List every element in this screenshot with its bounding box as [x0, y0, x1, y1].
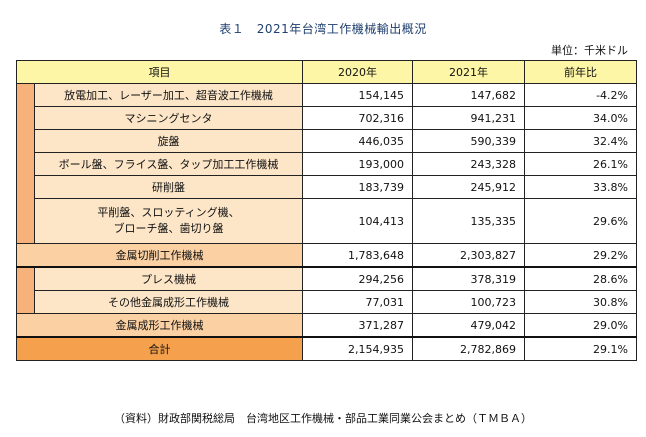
table-row: プレス機械 294,256 378,319 28.6% [16, 266, 637, 314]
value-2021: 147,682 [412, 83, 525, 107]
row-label: 研削盤 [34, 175, 303, 199]
value-2021: 941,231 [412, 106, 525, 130]
value-change: 30.8% [524, 290, 637, 314]
table-row: 旋盤 446,035 590,339 32.4% [17, 129, 637, 153]
value-2021: 243,328 [412, 152, 525, 176]
source-note: （資料）財政部関税総局 台湾地区工作機械・部品工業同業公会まとめ（ＴＭＢＡ） [114, 412, 532, 425]
subtotal-label: 金属切削工作機械 [16, 243, 303, 268]
value-2020: 1,783,648 [302, 243, 413, 268]
value-2020: 77,031 [302, 290, 413, 314]
value-change: 28.6% [524, 266, 637, 291]
value-2020: 183,739 [302, 175, 413, 199]
table-title: 表１ 2021年台湾工作機械輸出概況 [219, 22, 427, 36]
table-row: ボール盤、フライス盤、タップ加工工作機械 193,000 243,328 26.… [17, 152, 637, 176]
unit-label: 単位：千米ドル [551, 44, 628, 57]
value-2021: 479,042 [412, 313, 525, 338]
value-change: 29.1% [524, 336, 637, 361]
value-2021: 135,335 [412, 198, 525, 244]
cutting-subtotal-row: 金属切削工作機械 1,783,648 2,303,827 29.2% [16, 243, 637, 268]
value-2020: 2,154,935 [302, 336, 413, 361]
value-change: 29.0% [524, 313, 637, 338]
row-label: プレス機械 [34, 266, 303, 291]
value-2020: 154,145 [302, 83, 413, 107]
subtotal-label: 金属成形工作機械 [16, 313, 303, 338]
forming-group-bar [16, 266, 35, 314]
table-row: 平削盤、スロッティング機、 ブローチ盤、歯切り盤 104,413 135,335… [17, 198, 637, 244]
value-2020: 193,000 [302, 152, 413, 176]
table-row: その他金属成形工作機械 77,031 100,723 30.8% [17, 290, 637, 314]
table-row: 研削盤 183,739 245,912 33.8% [17, 175, 637, 199]
row-label: 旋盤 [34, 129, 303, 153]
value-change: 34.0% [524, 106, 637, 130]
table-row: マシニングセンタ 702,316 941,231 34.0% [17, 106, 637, 130]
cutting-group-bar [16, 83, 35, 244]
row-label: その他金属成形工作機械 [34, 290, 303, 314]
header-row: 項目 2020年 2021年 前年比 [16, 60, 637, 84]
total-row: 合計 2,154,935 2,782,869 29.1% [16, 336, 637, 361]
header-2021: 2021年 [412, 60, 525, 84]
row-label: 放電加工、レーザー加工、超音波工作機械 [34, 83, 303, 107]
value-2021: 378,319 [412, 266, 525, 291]
export-table: 項目 2020年 2021年 前年比 放電加工、レーザー加工、超音波工作機械 1… [16, 60, 637, 361]
value-2021: 590,339 [412, 129, 525, 153]
value-change: 29.6% [524, 198, 637, 244]
value-2020: 446,035 [302, 129, 413, 153]
header-2020: 2020年 [302, 60, 413, 84]
value-change: 32.4% [524, 129, 637, 153]
total-label: 合計 [16, 336, 303, 361]
value-2021: 2,782,869 [412, 336, 525, 361]
value-change: 29.2% [524, 243, 637, 268]
value-2021: 100,723 [412, 290, 525, 314]
forming-subtotal-row: 金属成形工作機械 371,287 479,042 29.0% [16, 313, 637, 338]
value-change: 33.8% [524, 175, 637, 199]
value-change: -4.2% [524, 83, 637, 107]
value-2021: 245,912 [412, 175, 525, 199]
header-change: 前年比 [524, 60, 637, 84]
row-label: 平削盤、スロッティング機、 ブローチ盤、歯切り盤 [34, 198, 303, 244]
value-2021: 2,303,827 [412, 243, 525, 268]
row-label: ボール盤、フライス盤、タップ加工工作機械 [34, 152, 303, 176]
value-2020: 294,256 [302, 266, 413, 291]
header-item: 項目 [16, 60, 303, 84]
row-label: マシニングセンタ [34, 106, 303, 130]
value-2020: 104,413 [302, 198, 413, 244]
table-row: 放電加工、レーザー加工、超音波工作機械 154,145 147,682 -4.2… [16, 83, 637, 244]
row-label-line-1: 平削盤、スロッティング機、 [97, 206, 240, 219]
value-2020: 702,316 [302, 106, 413, 130]
value-2020: 371,287 [302, 313, 413, 338]
value-change: 26.1% [524, 152, 637, 176]
row-label-line-2: ブローチ盤、歯切り盤 [113, 222, 224, 235]
